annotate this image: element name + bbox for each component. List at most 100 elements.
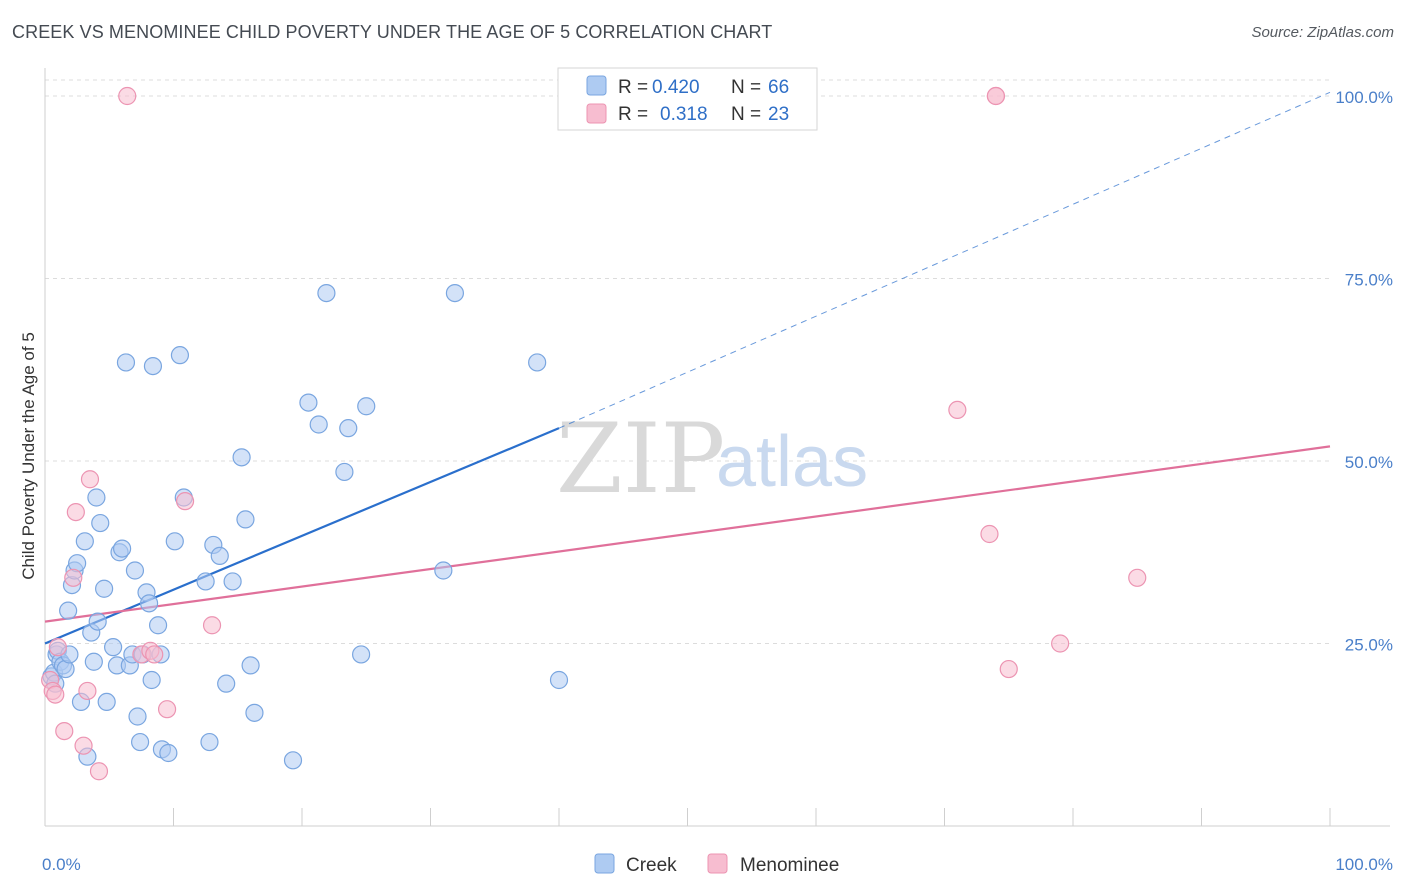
legend-swatch-creek <box>586 75 607 96</box>
point-creek-50 <box>223 572 242 591</box>
bottom-legend-creek: Creek <box>626 855 677 876</box>
point-creek-53 <box>241 656 260 675</box>
x-tick-labels: 0.0% 100.0% <box>42 855 1393 874</box>
point-menominee-22 <box>1051 634 1070 653</box>
y-axis-title: Child Poverty Under the Age of 5 <box>19 332 38 580</box>
point-creek-20 <box>91 513 110 533</box>
point-creek-14 <box>75 532 94 551</box>
point-creek-48 <box>210 546 229 566</box>
point-creek-56 <box>299 393 318 412</box>
point-creek-42 <box>165 532 184 551</box>
point-menominee-14 <box>157 700 177 719</box>
point-menominee-2 <box>46 685 65 704</box>
point-creek-45 <box>196 572 215 591</box>
point-creek-17 <box>84 652 103 671</box>
point-creek-54 <box>245 703 264 722</box>
scatter-points <box>41 86 1147 781</box>
trendline-creek <box>44 427 560 645</box>
watermark-atlas: atlas <box>716 422 868 502</box>
point-menominee-5 <box>64 568 83 587</box>
x-tick-label-0: 0.0% <box>42 855 81 874</box>
y-tick-label-2: 75.0% <box>1345 271 1393 290</box>
y-tick-labels: 25.0% 50.0% 75.0% 100.0% <box>1335 88 1393 655</box>
point-menominee-8 <box>78 681 97 701</box>
y-tick-label-1: 50.0% <box>1345 453 1393 472</box>
watermark-zip: ZIP <box>556 403 725 515</box>
point-creek-49 <box>217 674 236 693</box>
point-creek-60 <box>339 419 358 438</box>
point-creek-22 <box>97 692 116 712</box>
grid-lines <box>45 79 1330 644</box>
trendline-creek-extension <box>558 91 1331 429</box>
point-creek-32 <box>130 732 150 752</box>
point-creek-57 <box>309 415 328 434</box>
bottom-legend: Creek Menominee <box>594 853 839 876</box>
y-tick-label-3: 100.0% <box>1335 88 1393 107</box>
bottom-legend-menominee: Menominee <box>740 855 839 876</box>
point-menominee-3 <box>48 638 67 657</box>
point-menominee-15 <box>175 492 195 511</box>
legend-r-value-1: 0.318 <box>660 104 708 125</box>
point-menominee-6 <box>66 502 85 522</box>
point-creek-38 <box>148 616 168 635</box>
point-creek-59 <box>335 462 354 482</box>
point-creek-26 <box>112 539 132 558</box>
legend-n-label-0: N = <box>731 77 761 98</box>
point-creek-31 <box>128 707 147 726</box>
point-menominee-24 <box>999 659 1018 679</box>
point-creek-35 <box>139 594 159 613</box>
trendline-menominee <box>44 445 1331 623</box>
legend-r-label-1: R = <box>618 104 648 125</box>
point-creek-19 <box>88 612 107 631</box>
legend-n-value-0: 66 <box>768 77 789 98</box>
chart-title: CREEK VS MENOMINEE CHILD POVERTY UNDER T… <box>12 22 773 42</box>
point-creek-21 <box>95 579 114 598</box>
point-creek-51 <box>232 448 251 467</box>
point-creek-27 <box>116 353 136 372</box>
y-tick-label-0: 25.0% <box>1345 636 1393 655</box>
point-creek-18 <box>87 488 106 507</box>
legend-r-value-0: 0.420 <box>652 77 700 98</box>
point-menominee-10 <box>89 762 109 781</box>
point-menominee-13 <box>145 645 164 664</box>
point-creek-30 <box>125 561 145 580</box>
point-creek-37 <box>143 357 163 376</box>
point-creek-62 <box>357 397 376 416</box>
point-menominee-21 <box>986 86 1006 106</box>
source-label: Source: ZipAtlas.com <box>1251 24 1394 41</box>
point-menominee-18 <box>948 400 967 419</box>
point-menominee-23 <box>1128 568 1147 587</box>
legend-n-label-1: N = <box>731 104 761 125</box>
point-creek-63 <box>434 561 453 580</box>
point-creek-58 <box>317 284 336 303</box>
point-menominee-9 <box>80 470 100 489</box>
point-creek-65 <box>528 353 547 372</box>
legend: R = 0.420 N = 66 R = 0.318 N = 23 <box>557 67 818 131</box>
point-menominee-16 <box>202 616 222 635</box>
watermark: ZIP atlas <box>556 403 868 515</box>
point-creek-36 <box>142 670 161 690</box>
legend-n-value-1: 23 <box>768 104 789 125</box>
x-tick-label-1: 100.0% <box>1335 855 1393 874</box>
legend-swatch-menominee <box>586 103 607 124</box>
point-creek-61 <box>352 645 371 664</box>
trendlines <box>44 91 1331 645</box>
point-creek-66 <box>549 670 569 690</box>
point-creek-41 <box>159 743 178 763</box>
point-menominee-4 <box>55 721 74 741</box>
point-menominee-17 <box>118 86 137 106</box>
bottom-legend-swatch-creek <box>594 853 615 874</box>
point-creek-46 <box>200 732 219 752</box>
point-creek-8 <box>59 601 78 620</box>
point-creek-52 <box>236 510 255 529</box>
axes <box>44 68 1390 827</box>
point-creek-43 <box>170 346 190 365</box>
point-menominee-7 <box>74 736 93 755</box>
bottom-legend-swatch-menominee <box>707 853 728 874</box>
point-creek-64 <box>445 284 465 303</box>
point-creek-23 <box>104 638 123 657</box>
legend-r-label-0: R = <box>618 77 648 98</box>
point-menominee-20 <box>980 524 999 544</box>
point-creek-55 <box>283 751 303 770</box>
